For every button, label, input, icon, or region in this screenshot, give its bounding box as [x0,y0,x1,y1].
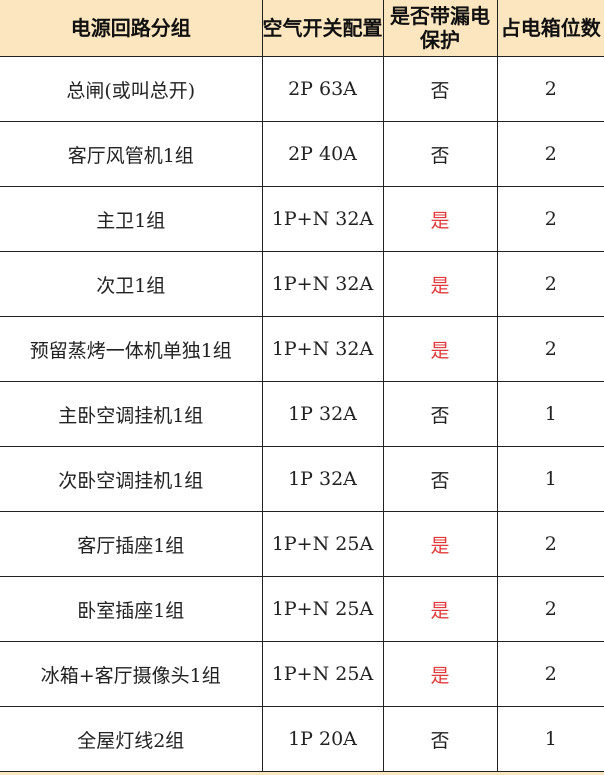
circuit-group-cell: 卧室插座1组 [0,576,263,642]
slot-count-cell: 2 [496,511,604,577]
leakage-protection-cell: 是 [382,511,498,577]
circuit-group-cell: 次卧空调挂机1组 [0,446,263,512]
leakage-protection-cell: 否 [382,56,498,122]
breaker-config-cell: 1P+N 25A [261,576,384,642]
slot-count-cell: 2 [496,641,604,707]
column-header: 空气开关配置 [261,0,384,57]
table-row: 客厅插座1组 1P+N 25A 是 2 [0,511,604,577]
slot-count-cell: 1 [496,706,604,772]
column-header: 电源回路分组 [0,0,263,57]
table-row: 卧室插座1组 1P+N 25A 是 2 [0,576,604,642]
leakage-protection-cell: 是 [382,641,498,707]
breaker-config-cell: 1P+N 25A [261,641,384,707]
leakage-protection-cell: 否 [382,121,498,187]
column-header: 是否带漏电保护 [382,0,498,57]
slot-count-cell: 2 [496,186,604,252]
circuit-group-cell: 全屋灯线2组 [0,706,263,772]
table-row: 预留蒸烤一体机单独1组 1P+N 32A 是 2 [0,316,604,382]
table-row: 客厅风管机1组 2P 40A 否 2 [0,121,604,187]
breaker-config-cell: 1P 20A [261,706,384,772]
table-row: 总闸(或叫总开) 2P 63A 否 2 [0,56,604,122]
column-header: 占电箱位数 [496,0,604,57]
slot-count-cell: 2 [496,56,604,122]
table-row: 全屋灯线2组 1P 20A 否 1 [0,706,604,772]
leakage-protection-cell: 是 [382,251,498,317]
breaker-config-cell: 1P+N 25A [261,511,384,577]
breaker-config-cell: 2P 40A [261,121,384,187]
table-row: 冰箱+客厅摄像头1组 1P+N 25A 是 2 [0,641,604,707]
breaker-config-cell: 1P 32A [261,381,384,447]
breaker-config-cell: 1P+N 32A [261,316,384,382]
circuit-group-cell: 次卫1组 [0,251,263,317]
circuit-group-cell: 客厅插座1组 [0,511,263,577]
table-row: 主卧空调挂机1组 1P 32A 否 1 [0,381,604,447]
header-row: 电源回路分组 空气开关配置 是否带漏电保护 占电箱位数 [0,0,604,57]
leakage-protection-cell: 是 [382,186,498,252]
slot-count-cell: 2 [496,121,604,187]
breaker-config-cell: 2P 63A [261,56,384,122]
slot-count-cell: 1 [496,446,604,512]
leakage-protection-cell: 否 [382,446,498,512]
table-row: 次卧空调挂机1组 1P 32A 否 1 [0,446,604,512]
table-row: 次卫1组 1P+N 32A 是 2 [0,251,604,317]
breaker-config-cell: 1P+N 32A [261,251,384,317]
slot-count-cell: 2 [496,316,604,382]
leakage-protection-cell: 否 [382,381,498,447]
circuit-group-cell: 冰箱+客厅摄像头1组 [0,641,263,707]
leakage-protection-cell: 是 [382,576,498,642]
table-row: 主卫1组 1P+N 32A 是 2 [0,186,604,252]
slot-count-cell: 2 [496,251,604,317]
leakage-protection-cell: 否 [382,706,498,772]
circuit-group-cell: 总闸(或叫总开) [0,56,263,122]
circuit-group-cell: 预留蒸烤一体机单独1组 [0,316,263,382]
circuit-group-cell: 主卫1组 [0,186,263,252]
slot-count-cell: 2 [496,576,604,642]
leakage-protection-cell: 是 [382,316,498,382]
breaker-config-cell: 1P 32A [261,446,384,512]
slot-count-cell: 1 [496,381,604,447]
circuit-group-cell: 主卧空调挂机1组 [0,381,263,447]
circuit-group-cell: 客厅风管机1组 [0,121,263,187]
breaker-config-cell: 1P+N 32A [261,186,384,252]
